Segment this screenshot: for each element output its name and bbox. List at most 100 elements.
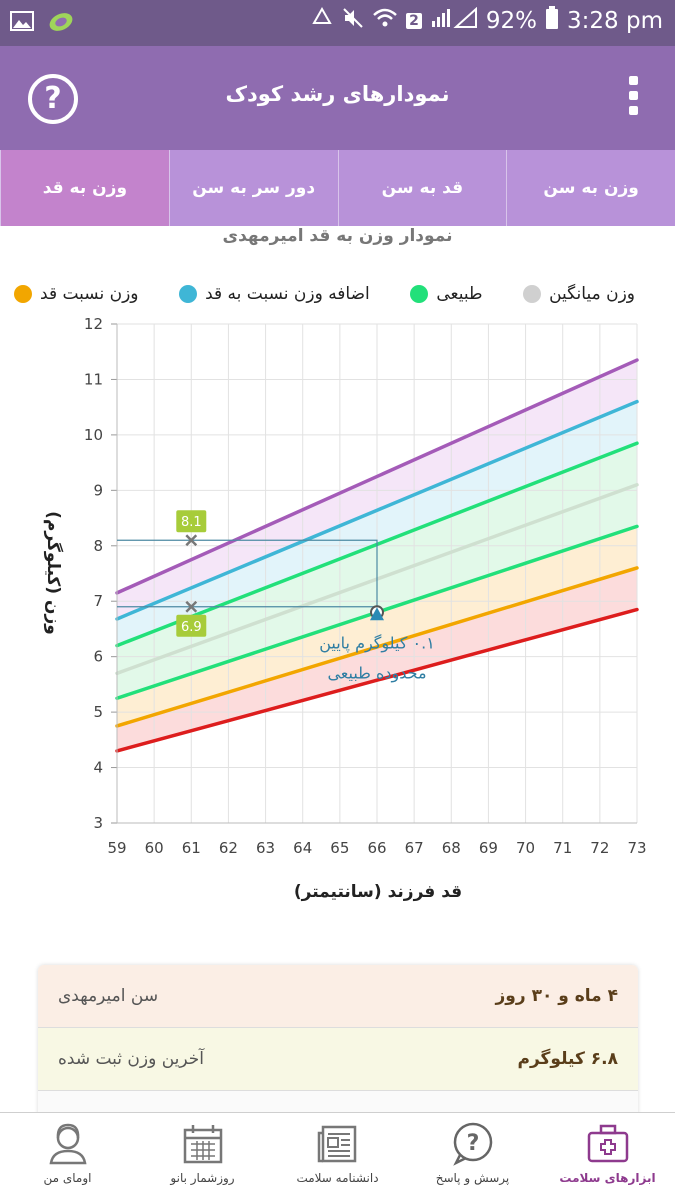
- marker-value-label: 8.1: [181, 515, 202, 530]
- nav-my-profile[interactable]: اومای من: [0, 1113, 135, 1200]
- tab-weight-for-age[interactable]: وزن به سن: [506, 150, 675, 226]
- percentile-curve: [115, 399, 639, 621]
- newspaper-icon: [317, 1125, 356, 1163]
- wifi-icon: [372, 7, 398, 35]
- current-point-triangle-icon: [370, 607, 384, 621]
- x-tick-label: 63: [256, 839, 275, 857]
- legend-item-overweight[interactable]: اضافه وزن نسبت به قد: [179, 284, 370, 304]
- chart-title: نمودار وزن به قد امیرمهدی: [222, 226, 453, 246]
- gallery-icon: [10, 10, 34, 36]
- legend-label: وزن میانگین: [549, 284, 635, 304]
- y-tick-label: 6: [93, 648, 103, 666]
- battery-percent: 92%: [485, 8, 538, 34]
- legend-item-average[interactable]: وزن میانگین: [523, 284, 635, 304]
- legend-dot-icon: [523, 285, 542, 303]
- status-bar: 2 92% 3:28 pm: [0, 0, 675, 46]
- x-tick-label: 68: [442, 839, 461, 857]
- bottom-navigation: ابزارهای سلامت ? پرسش و پاسخ دانشنامه سل…: [0, 1112, 675, 1200]
- nav-label: دانشنامه سلامت: [296, 1171, 379, 1185]
- medical-kit-icon: [587, 1124, 628, 1163]
- nav-health-tools[interactable]: ابزارهای سلامت: [540, 1113, 675, 1200]
- x-tick-label: 73: [627, 839, 646, 857]
- x-axis-label: قد فرزند (سانتیمتر): [294, 882, 462, 902]
- marker-value-badge: [176, 614, 207, 637]
- nav-lady-calendar[interactable]: روزشمار بانو: [135, 1113, 270, 1200]
- x-tick-label: 60: [145, 839, 164, 857]
- nav-label: روزشمار بانو: [170, 1171, 235, 1185]
- menu-dot-icon: [628, 106, 638, 115]
- nav-label: پرسش و پاسخ: [435, 1171, 510, 1185]
- marker-value-label: 6.9: [181, 620, 202, 635]
- weight-for-height-chart: 59 60 61 62 63 64 65 66 67 68 69 70 71 72 733456789101…: [43, 315, 647, 902]
- signal-icon: [430, 6, 478, 35]
- guide-line-upper: [117, 539, 378, 613]
- percentile-curve: [115, 607, 639, 753]
- help-button[interactable]: ?: [28, 74, 78, 124]
- last-weight-value: ۶.۸ کیلوگرم: [517, 1049, 618, 1069]
- app-logo-icon: [46, 9, 76, 37]
- last-weight-row: آخرین وزن ثبت شده ۶.۸ کیلوگرم: [38, 1028, 638, 1091]
- clock: 3:28 pm: [567, 8, 663, 34]
- last-weight-label: آخرین وزن ثبت شده: [58, 1049, 205, 1069]
- y-axis-label: وزن (کیلوگرم): [43, 511, 64, 635]
- nav-health-encyclopedia[interactable]: دانشنامه سلامت: [270, 1113, 405, 1200]
- age-value: ۴ ماه و ۳۰ روز: [495, 986, 619, 1006]
- age-row: سن امیرمهدی ۴ ماه و ۳۰ روز: [38, 965, 638, 1028]
- legend-dot-icon: [14, 285, 33, 303]
- x-tick-label: 67: [405, 839, 424, 857]
- overflow-menu-button[interactable]: [627, 76, 639, 126]
- y-tick-label: 3: [93, 814, 103, 832]
- legend-label: طبیعی: [436, 284, 483, 304]
- status-annotation: ۰.۱ کیلوگرم پایین: [319, 633, 435, 653]
- marker-x-icon: [185, 600, 198, 613]
- percentile-curve: [115, 566, 639, 728]
- percentile-curve: [115, 358, 639, 595]
- status-annotation: محدوده طبیعی: [327, 663, 426, 683]
- page-title: نمودارهای رشد کودک: [225, 82, 450, 106]
- legend-item-normal[interactable]: طبیعی: [410, 284, 483, 304]
- x-tick-label: 69: [479, 839, 498, 857]
- x-tick-label: 61: [182, 839, 201, 857]
- profile-icon: [49, 1123, 86, 1165]
- child-info-card: سن امیرمهدی ۴ ماه و ۳۰ روز آخرین وزن ثبت…: [38, 965, 638, 1115]
- battery-icon: [545, 6, 559, 36]
- x-tick-label: 65: [330, 839, 349, 857]
- x-tick-label: 62: [219, 839, 238, 857]
- y-tick-label: 11: [84, 370, 103, 388]
- menu-dot-icon: [628, 91, 638, 100]
- y-tick-label: 8: [93, 537, 103, 555]
- legend-dot-icon: [410, 285, 429, 303]
- question-bubble-icon: ?: [452, 1122, 492, 1166]
- calendar-icon: [183, 1125, 222, 1164]
- tab-head-circumference-for-age[interactable]: دور سر به سن: [168, 150, 338, 226]
- tab-bar: وزن به سن قد به سن دور سر به سن وزن به ق…: [0, 150, 675, 226]
- legend-dot-icon: [179, 285, 198, 303]
- legend-label: اضافه وزن نسبت به قد: [205, 284, 370, 304]
- legend-item-height-weight[interactable]: وزن نسبت قد: [14, 284, 139, 304]
- x-tick-label: 64: [293, 839, 312, 857]
- app-bar: ? نمودارهای رشد کودک: [0, 46, 675, 150]
- y-tick-label: 7: [93, 592, 103, 610]
- age-label: سن امیرمهدی: [58, 986, 159, 1006]
- menu-dot-icon: [628, 76, 638, 85]
- y-tick-label: 4: [93, 759, 103, 777]
- chart-axes: 59 60 61 62 63 64 65 66 67 68 69 70 71 72 733456789101…: [84, 315, 647, 857]
- y-tick-label: 12: [84, 315, 103, 333]
- marker-value-badge: [176, 510, 207, 533]
- nav-label: اومای من: [43, 1171, 92, 1185]
- x-tick-label: 72: [590, 839, 609, 857]
- tab-weight-for-height[interactable]: وزن به قد: [0, 150, 169, 226]
- nav-q-and-a[interactable]: ? پرسش و پاسخ: [405, 1113, 540, 1200]
- y-tick-label: 9: [93, 481, 103, 499]
- x-tick-label: 71: [553, 839, 572, 857]
- sim-badge: 2: [406, 13, 422, 29]
- x-tick-label: 70: [516, 839, 535, 857]
- nav-label: ابزارهای سلامت: [559, 1171, 656, 1185]
- legend-label: وزن نسبت قد: [40, 284, 139, 304]
- svg-text:?: ?: [466, 1131, 479, 1156]
- chart-legend: وزن نسبت قد اضافه وزن نسبت به قد طبیعی و…: [14, 284, 635, 304]
- chart-guides: [117, 539, 378, 613]
- help-icon: ?: [44, 81, 62, 116]
- x-tick-label: 59: [107, 839, 126, 857]
- tab-height-for-age[interactable]: قد به سن: [337, 150, 507, 226]
